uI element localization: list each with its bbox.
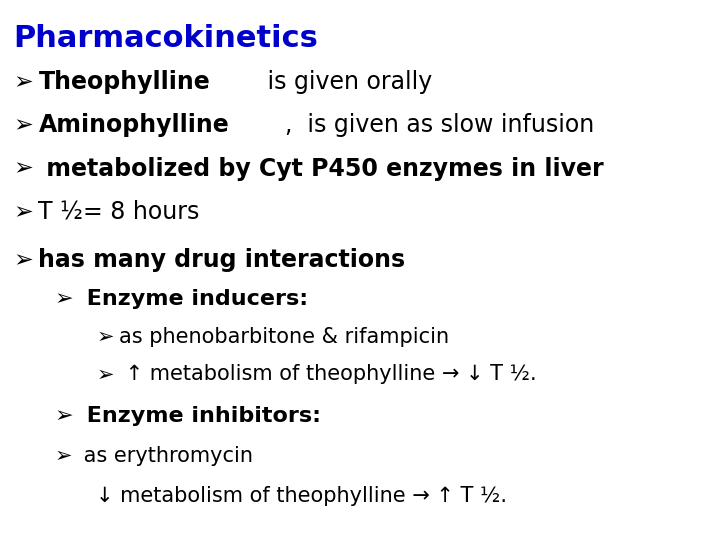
Text: Enzyme inhibitors:: Enzyme inhibitors: [78,406,320,426]
Text: as erythromycin: as erythromycin [77,446,253,465]
Text: Enzyme inducers:: Enzyme inducers: [78,289,308,309]
Text: Aminophylline: Aminophylline [38,113,229,137]
Text: as phenobarbitone & rifampicin: as phenobarbitone & rifampicin [119,327,449,347]
Text: ➢: ➢ [55,446,72,465]
Text: ↓ metabolism of theophylline → ↑ T ½.: ↓ metabolism of theophylline → ↑ T ½. [96,486,508,506]
Text: ➢: ➢ [13,113,32,137]
Text: ➢: ➢ [13,200,32,224]
Text: metabolized by Cyt P450 enzymes in liver: metabolized by Cyt P450 enzymes in liver [38,157,604,180]
Text: T ½= 8 hours: T ½= 8 hours [38,200,200,224]
Text: ➢: ➢ [13,70,32,94]
Text: ➢: ➢ [96,327,114,347]
Text: ➢: ➢ [13,157,32,180]
Text: ➢: ➢ [55,289,73,309]
Text: ↑ metabolism of theophylline → ↓ T ½.: ↑ metabolism of theophylline → ↓ T ½. [119,364,536,384]
Text: ➢: ➢ [55,406,73,426]
Text: ➢: ➢ [96,364,114,384]
Text: Pharmacokinetics: Pharmacokinetics [13,24,318,53]
Text: Theophylline: Theophylline [38,70,210,94]
Text: ➢: ➢ [13,248,32,272]
Text: is given orally: is given orally [260,70,432,94]
Text: has many drug interactions: has many drug interactions [38,248,405,272]
Text: ,  is given as slow infusion: , is given as slow infusion [284,113,594,137]
